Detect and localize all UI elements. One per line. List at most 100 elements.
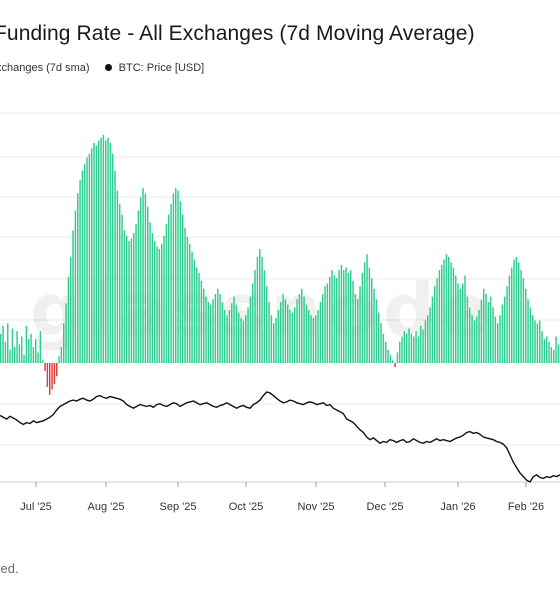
funding-bar-negative	[53, 363, 56, 385]
funding-bar-positive	[387, 349, 389, 363]
funding-bar-positive	[16, 331, 18, 363]
funding-bar-positive	[163, 235, 165, 363]
funding-bar-positive	[79, 180, 81, 363]
funding-bar-positive	[135, 223, 137, 363]
funding-bar-positive	[350, 270, 352, 363]
funding-bar-positive	[98, 140, 100, 363]
funding-bar-positive	[233, 296, 235, 363]
funding-bar-positive	[126, 235, 128, 363]
funding-bar-positive	[32, 347, 35, 363]
funding-bar-positive	[457, 283, 459, 363]
funding-bar-positive	[445, 254, 448, 363]
funding-bar-positive	[154, 241, 156, 363]
funding-bar-positive	[161, 243, 163, 363]
funding-bar-positive	[485, 294, 487, 363]
funding-bar-positive	[389, 355, 392, 363]
funding-bar-positive	[11, 328, 14, 363]
funding-bar-positive	[357, 299, 359, 363]
funding-bar-positive	[158, 249, 161, 363]
funding-bar-positive	[58, 356, 60, 363]
funding-bar-positive	[165, 223, 168, 363]
funding-bar-positive	[196, 267, 198, 363]
funding-bar-positive	[298, 294, 301, 363]
funding-bar-positive	[324, 286, 326, 363]
funding-bar-positive	[529, 307, 532, 363]
funding-bar-positive	[14, 347, 16, 363]
funding-bar-positive	[114, 170, 116, 363]
funding-bar-positive	[207, 302, 210, 363]
funding-bar-positive	[72, 230, 74, 363]
funding-bar-positive	[443, 259, 445, 363]
funding-bar-positive	[21, 336, 23, 363]
funding-bar-positive	[333, 275, 336, 363]
footer-text: ved.	[0, 561, 19, 576]
funding-bar-positive	[105, 140, 107, 363]
funding-bar-positive	[385, 341, 387, 363]
funding-bar-positive	[352, 280, 354, 363]
funding-bar-positive	[137, 210, 140, 363]
funding-bar-positive	[455, 275, 457, 363]
funding-bar-positive	[345, 267, 347, 363]
funding-bar-positive	[140, 197, 142, 363]
funding-bar-positive	[37, 352, 39, 363]
funding-bar-positive	[534, 320, 536, 363]
funding-bar-positive	[259, 249, 261, 363]
funding-bar-positive	[95, 145, 98, 363]
funding-bar-positive	[266, 286, 268, 363]
funding-bar-positive	[242, 320, 245, 363]
funding-bar-positive	[413, 336, 415, 363]
funding-bar-positive	[42, 360, 44, 363]
funding-bar-positive	[466, 296, 469, 363]
funding-bar-positive	[511, 267, 513, 363]
funding-bar-positive	[541, 331, 543, 363]
funding-bar-positive	[65, 303, 67, 363]
funding-bar-positive	[268, 302, 270, 363]
funding-bar-negative	[56, 363, 58, 377]
chart-title: Funding Rate - All Exchanges (7d Moving …	[0, 22, 475, 45]
funding-bar-positive	[312, 317, 315, 363]
funding-bar-positive	[203, 288, 205, 363]
funding-bar-positive	[70, 256, 72, 363]
funding-bar-positive	[189, 243, 191, 363]
funding-bar-positive	[396, 352, 399, 363]
x-tick-label: Oct '25	[229, 501, 264, 513]
funding-bar-positive	[144, 193, 147, 363]
funding-bar-positive	[7, 323, 9, 363]
funding-bar-positive	[23, 355, 25, 363]
funding-bar-positive	[403, 331, 406, 363]
funding-bar-positive	[536, 323, 539, 363]
legend[interactable]: xchanges (7d sma) BTC: Price [USD]	[0, 62, 204, 74]
funding-bar-positive	[543, 339, 546, 363]
x-tick-label: Sep '25	[160, 501, 197, 513]
funding-bar-positive	[81, 170, 84, 363]
funding-bar-positive	[322, 294, 324, 363]
x-tick-label: Aug '25	[88, 501, 125, 513]
funding-bar-positive	[359, 286, 361, 363]
funding-bar-negative	[51, 363, 53, 390]
funding-bar-positive	[93, 142, 95, 363]
legend-price[interactable]: BTC: Price [USD]	[118, 62, 205, 74]
funding-bar-positive	[231, 303, 233, 363]
funding-bar-positive	[63, 323, 65, 363]
funding-bar-positive	[4, 341, 7, 363]
funding-bar-positive	[177, 190, 179, 363]
funding-bar-positive	[109, 142, 112, 363]
x-tick-label: Dec '25	[367, 501, 404, 513]
funding-bar-positive	[184, 227, 186, 363]
funding-bar-negative	[394, 363, 396, 367]
funding-bar-positive	[422, 329, 424, 363]
funding-bar-positive	[427, 315, 429, 363]
funding-bar-positive	[450, 262, 452, 363]
funding-bar-positive	[228, 309, 231, 363]
funding-bar-positive	[392, 360, 394, 363]
funding-bar-positive	[555, 336, 557, 363]
funding-bar-positive	[149, 222, 151, 363]
funding-bar-negative	[46, 363, 49, 387]
funding-bar-positive	[128, 241, 130, 363]
funding-bar-positive	[151, 233, 154, 363]
legend-funding-rate[interactable]: xchanges (7d sma)	[0, 62, 90, 74]
funding-bar-positive	[186, 237, 189, 363]
funding-bar-positive	[182, 214, 184, 363]
funding-bar-positive	[28, 339, 30, 363]
